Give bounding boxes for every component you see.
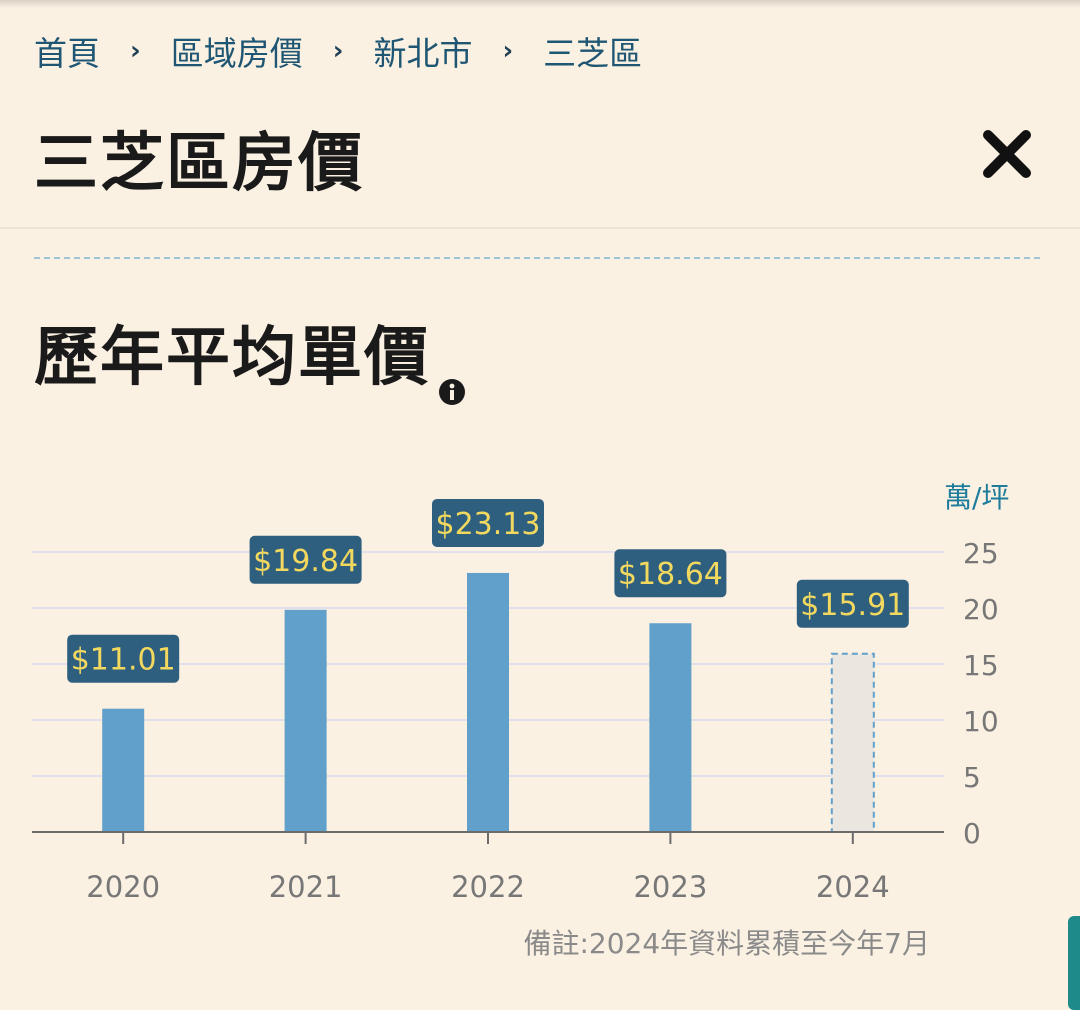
- footnote: 備註:2024年資料累積至今年7月: [523, 927, 930, 960]
- info-icon[interactable]: [438, 348, 466, 405]
- bar: [649, 623, 692, 832]
- y-tick-label: 20: [963, 593, 999, 626]
- breadcrumb-region-prices[interactable]: 區域房價: [170, 34, 303, 73]
- close-icon: [983, 130, 1031, 178]
- section-divider: [34, 257, 1040, 259]
- header-divider: [0, 227, 1080, 229]
- bar: [284, 609, 327, 832]
- value-label-text: $19.84: [253, 544, 358, 579]
- side-tab[interactable]: [1068, 916, 1080, 1010]
- y-tick-label: 0: [963, 817, 981, 850]
- x-tick-label: 2020: [86, 870, 160, 904]
- y-tick-label: 15: [963, 649, 999, 682]
- bar-partial: [830, 652, 875, 833]
- breadcrumb: 首頁 › 區域房價 › 新北市 › 三芝區: [34, 28, 642, 74]
- page-title: 三芝區房價: [34, 127, 364, 201]
- value-label-text: $15.91: [800, 588, 905, 623]
- close-button[interactable]: [978, 125, 1036, 183]
- value-label-bg: [67, 634, 180, 683]
- value-label: $15.91: [796, 579, 909, 628]
- value-label-text: $11.01: [71, 643, 176, 678]
- y-tick-label: 25: [963, 537, 999, 570]
- value-label: $11.01: [67, 634, 180, 683]
- y-tick-label: 10: [963, 705, 999, 738]
- x-tick-label: 2024: [816, 870, 890, 904]
- value-label-text: $23.13: [436, 507, 541, 542]
- chevron-right-icon: ›: [130, 36, 141, 66]
- section-title: 歷年平均單價: [34, 321, 430, 395]
- x-tick-label: 2021: [269, 870, 343, 904]
- x-tick-label: 2022: [451, 870, 525, 904]
- value-label: $18.64: [614, 549, 727, 598]
- breadcrumb-city[interactable]: 新北市: [373, 34, 473, 73]
- chevron-right-icon: ›: [502, 36, 514, 66]
- breadcrumb-home[interactable]: 首頁: [34, 34, 100, 73]
- value-label-bg: [249, 535, 362, 584]
- value-label: $23.13: [432, 498, 544, 547]
- bar: [467, 572, 509, 832]
- y-tick-label: 5: [963, 761, 981, 794]
- top-shadow: [0, 0, 1080, 8]
- value-label: $19.84: [249, 535, 362, 584]
- bar-chart: 0 5 10 15 20 25 萬/坪 $11.01 2020 $19.84 2021 $23.13 2…: [32, 481, 1009, 904]
- section-heading: 歷年平均單價: [34, 306, 466, 405]
- value-label-bg: [614, 549, 727, 598]
- y-axis-unit: 萬/坪: [944, 481, 1009, 514]
- chevron-right-icon: ›: [332, 36, 344, 66]
- value-label-bg: [796, 579, 909, 628]
- value-label-bg: [432, 498, 544, 547]
- value-label-text: $18.64: [618, 557, 723, 592]
- bar: [102, 708, 145, 832]
- breadcrumb-district[interactable]: 三芝區: [543, 34, 643, 73]
- x-tick-label: 2023: [633, 870, 707, 904]
